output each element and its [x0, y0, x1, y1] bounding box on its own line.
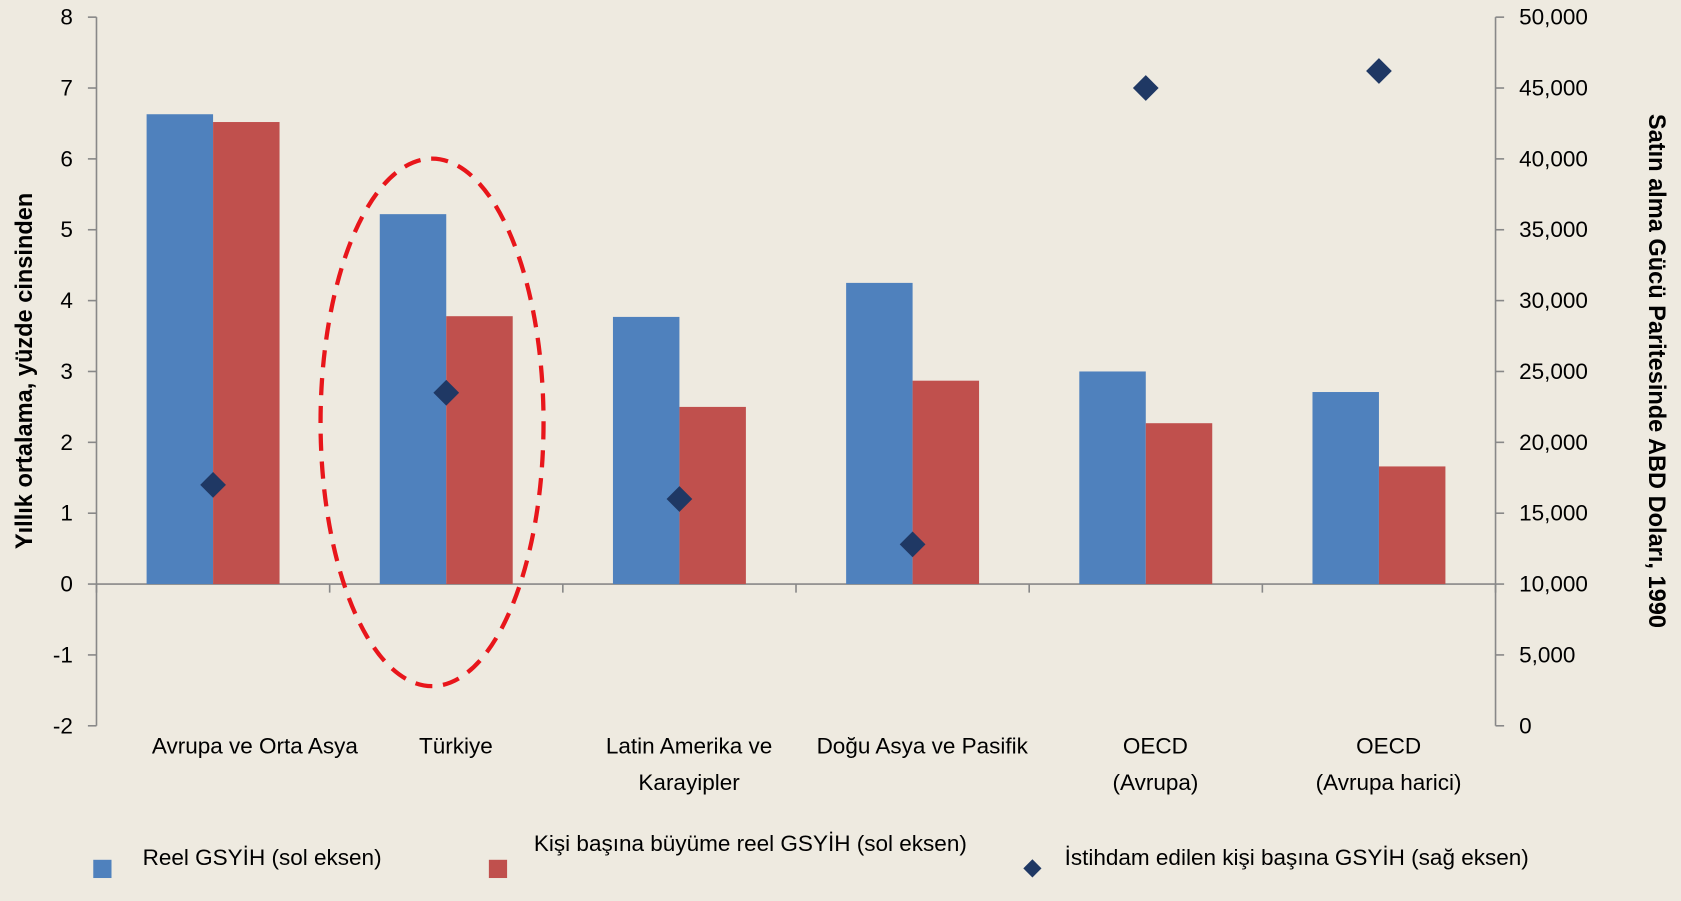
- legend-label: Reel GSYİH (sol eksen): [142, 845, 382, 871]
- y2-tick-label: 5,000: [1519, 642, 1575, 667]
- y2-axis-label: Satın alma Gücü Paritesinde ABD Doları, …: [1644, 114, 1670, 628]
- x-tick-label: Türkiye: [419, 734, 493, 759]
- bar: [1312, 392, 1379, 585]
- bar: [1079, 371, 1146, 585]
- highlight-ellipse: [318, 156, 546, 689]
- y-tick-label: 5: [60, 217, 73, 242]
- bar: [1378, 466, 1446, 585]
- bar: [213, 122, 280, 585]
- x-tick-label: Karayipler: [638, 770, 740, 795]
- x-tick-label: OECD: [1123, 734, 1188, 759]
- legend-label: Kişi başına büyüme reel GSYİH (sol eksen…: [533, 831, 967, 857]
- x-tick-label: (Avrupa harici): [1316, 770, 1462, 795]
- diamond-marker: [899, 531, 926, 558]
- diamond-marker: [1366, 58, 1392, 84]
- diamond-marker: [1132, 75, 1159, 101]
- bar: [379, 214, 447, 585]
- x-tick-label: Avrupa ve Orta Asya: [152, 734, 358, 759]
- y-tick-label: 6: [60, 146, 73, 171]
- diamond-marker: [666, 486, 693, 512]
- y-tick-label: 8: [60, 5, 73, 30]
- y-tick-label: 1: [60, 501, 73, 526]
- y-tick-label: -1: [53, 642, 73, 667]
- y-axis-label: Yıllık ortalama, yüzde cinsinden: [11, 193, 37, 549]
- bar: [1145, 423, 1213, 585]
- y2-tick-label: 10,000: [1519, 572, 1588, 597]
- legend-swatch: [488, 859, 508, 879]
- y-tick-label: 2: [60, 430, 73, 455]
- y2-tick-label: 35,000: [1519, 217, 1588, 242]
- bar: [612, 316, 680, 585]
- x-tick-label: Latin Amerika ve: [606, 734, 772, 759]
- x-tick-label: (Avrupa): [1112, 770, 1198, 795]
- diamond-marker: [200, 471, 226, 498]
- bar: [679, 406, 746, 585]
- y2-tick-label: 0: [1519, 713, 1532, 738]
- x-tick-label: OECD: [1356, 734, 1421, 759]
- y2-tick-label: 45,000: [1519, 76, 1588, 101]
- y2-tick-label: 50,000: [1519, 5, 1588, 30]
- legend-swatch: [93, 859, 112, 879]
- y2-tick-label: 40,000: [1519, 146, 1588, 171]
- y2-tick-label: 30,000: [1519, 288, 1588, 313]
- y-tick-label: 3: [60, 359, 73, 384]
- y-tick-label: -2: [53, 713, 73, 738]
- y-tick-label: 0: [60, 572, 73, 597]
- y-tick-label: 7: [60, 76, 73, 101]
- bar: [912, 380, 980, 585]
- y2-tick-label: 15,000: [1519, 501, 1588, 526]
- y2-tick-label: 25,000: [1519, 359, 1588, 384]
- x-tick-label: Doğu Asya ve Pasifik: [817, 734, 1029, 759]
- y-tick-label: 4: [60, 288, 73, 313]
- legend-label: İstihdam edilen kişi başına GSYİH (sağ e…: [1064, 845, 1529, 871]
- bar: [846, 282, 913, 585]
- bar: [446, 316, 513, 585]
- bar: [146, 114, 214, 585]
- y2-tick-label: 20,000: [1519, 430, 1588, 455]
